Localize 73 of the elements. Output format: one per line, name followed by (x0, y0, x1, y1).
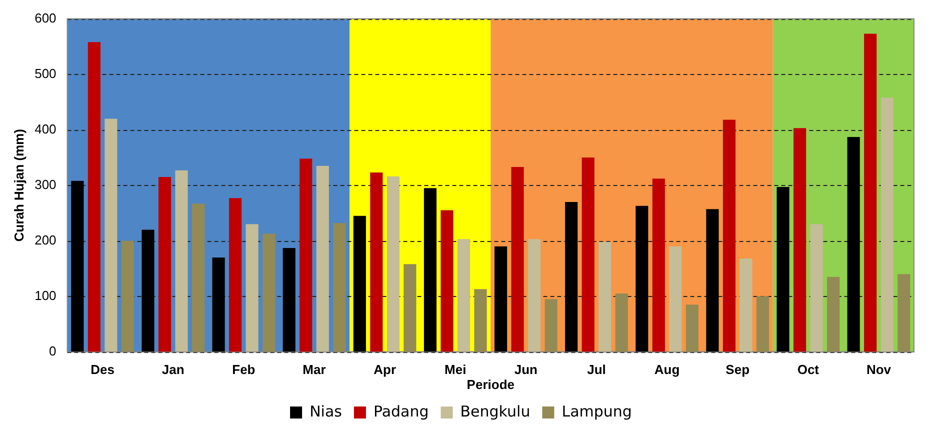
x-axis-title: Periode (466, 376, 514, 392)
bar (246, 224, 258, 352)
bar (104, 118, 118, 352)
bar (740, 258, 752, 352)
bar (511, 166, 524, 352)
y-tick-label: 100 (34, 288, 56, 303)
bar (229, 198, 242, 352)
bar (192, 204, 205, 352)
legend-label: Padang (373, 402, 429, 420)
bar (158, 176, 172, 352)
x-tick-label: Apr (374, 362, 396, 378)
x-tick-label: Des (90, 362, 114, 378)
bar (810, 224, 823, 352)
bar (686, 304, 698, 352)
bar (316, 166, 329, 352)
x-tick-label: Jul (587, 362, 606, 378)
y-tick-label: 500 (34, 66, 56, 81)
x-tick-label: Mei (444, 362, 466, 378)
x-tick-label: Nov (866, 362, 892, 378)
bar (282, 248, 296, 352)
bar (722, 120, 736, 352)
bar (175, 170, 188, 352)
bar (494, 246, 508, 352)
bar (598, 242, 612, 352)
bar (615, 294, 628, 352)
bar (776, 186, 790, 352)
bar (827, 276, 840, 352)
bar (706, 209, 719, 352)
legend-label: Nias (310, 402, 342, 420)
bar (582, 158, 594, 352)
x-tick-label: Oct (797, 362, 820, 378)
bar (386, 176, 400, 352)
bar (262, 234, 276, 352)
bar (669, 246, 682, 352)
legend-label: Lampung (562, 402, 632, 420)
y-tick-label: 0 (49, 343, 56, 358)
bar (847, 137, 860, 352)
legend-label: Bengkulu (460, 402, 530, 420)
bar (370, 172, 383, 352)
bar (424, 188, 437, 352)
bar (353, 216, 366, 352)
y-axis-title: Curah Hujan (mm) (11, 128, 26, 242)
y-tick-label: 300 (34, 176, 56, 192)
bar (457, 239, 470, 352)
y-tick-label: 200 (34, 232, 56, 248)
y-tick-label: 400 (34, 121, 56, 136)
x-tick-label: Mar (302, 362, 326, 378)
bar (898, 274, 910, 352)
bar (528, 239, 541, 352)
bar (544, 299, 558, 352)
x-tick-label: Jan (162, 362, 184, 378)
x-tick-label: Sep (726, 362, 750, 378)
y-tick-label: 600 (34, 10, 56, 26)
bar (756, 296, 770, 352)
bar (636, 206, 648, 352)
bar (880, 98, 894, 352)
bar (88, 42, 100, 352)
bar (142, 230, 154, 352)
bar (300, 158, 312, 352)
bar (565, 202, 578, 352)
x-tick-label: Feb (232, 362, 256, 378)
bar (474, 289, 487, 352)
bar (212, 257, 225, 352)
bar (794, 128, 806, 352)
bar (864, 34, 877, 352)
bar (121, 240, 134, 352)
bar (333, 223, 346, 352)
bar (404, 264, 416, 352)
bar (440, 210, 454, 352)
x-tick-label: Aug (654, 362, 680, 378)
bar (71, 180, 84, 352)
x-tick-label: Jun (514, 362, 538, 378)
bar (652, 178, 665, 352)
